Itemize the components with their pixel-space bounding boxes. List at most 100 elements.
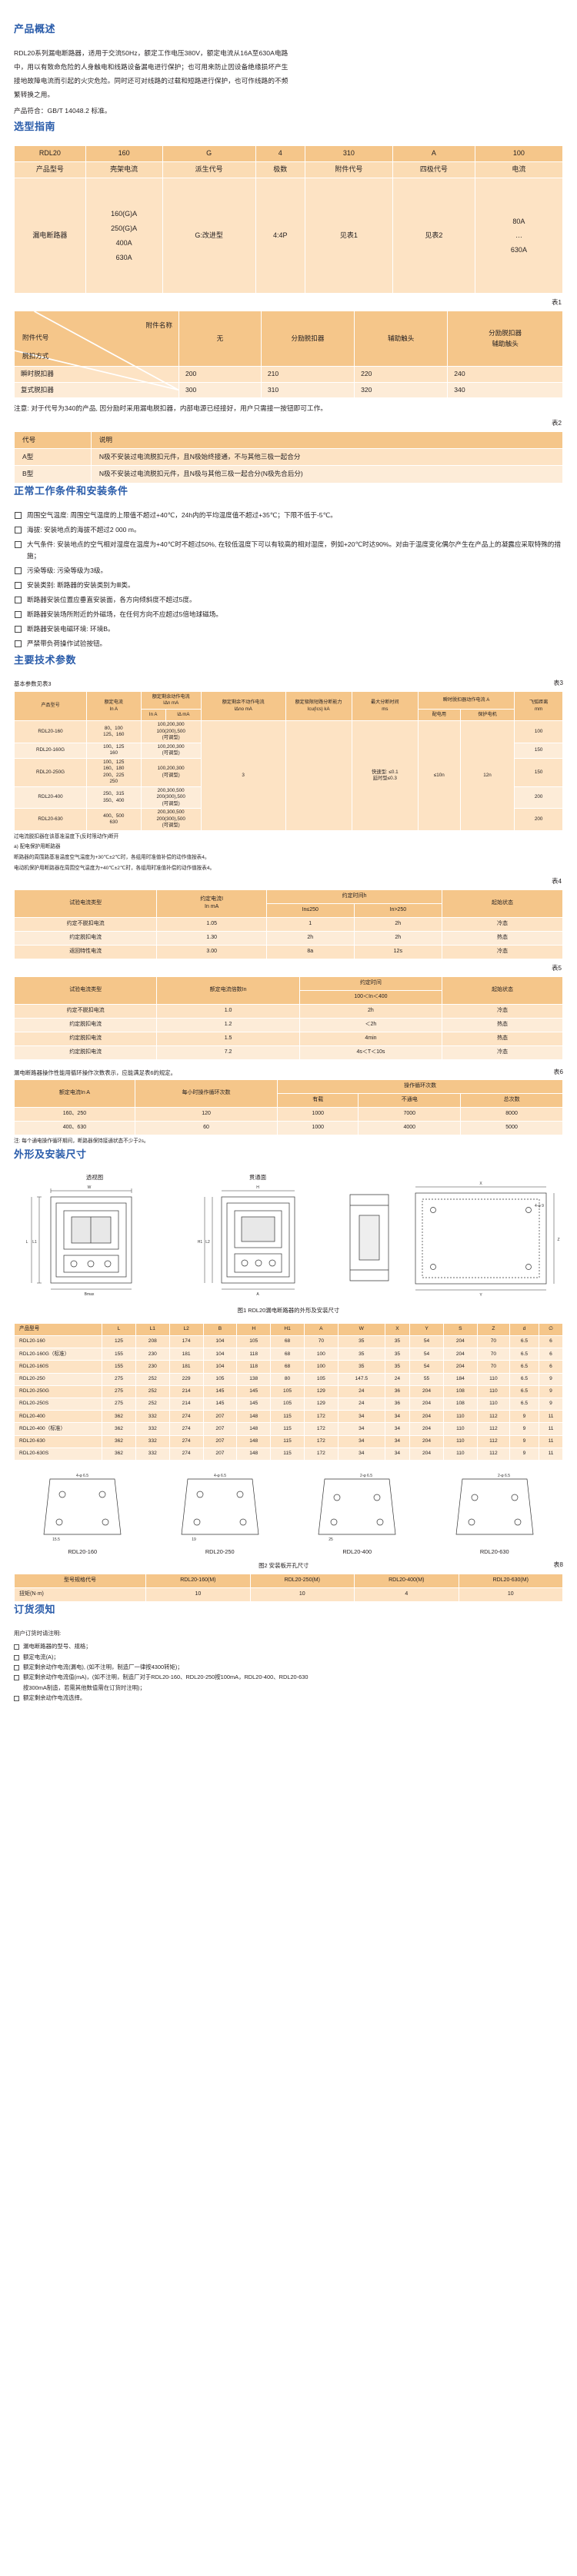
dim-cell-4-0: RDL20-250G — [13, 1384, 103, 1398]
spec-idn-3: 200,300,500 200(300),500 (可调型) — [140, 786, 202, 809]
dim-cell-3-4: 105 — [202, 1372, 238, 1386]
dim-cell-2-0: RDL20-160S — [13, 1360, 103, 1374]
t5-c-3-2: 4s＜T＜10s — [299, 1045, 443, 1060]
dim-cell-9-8: 34 — [337, 1447, 385, 1461]
dim-cell-8-6: 115 — [270, 1434, 305, 1448]
mounting-label-2: RDL20-400 — [342, 1547, 372, 1555]
dim-cell-1-7: 100 — [303, 1348, 339, 1361]
dim-cell-0-2: 208 — [135, 1335, 170, 1349]
accessory-col-1: 分励脱扣器 — [260, 311, 355, 367]
t5-row-3: 约定脱扣电流 7.2 4s＜T＜10s 冷态 — [13, 1045, 563, 1060]
spec-row-160: RDL20-160 80、100 125、160 100,200,300 100… — [13, 720, 563, 831]
dim-cell-9-12: 112 — [476, 1447, 510, 1461]
mounting-label-0: RDL20-160 — [68, 1547, 98, 1555]
dim-cell-6-0: RDL20-400 — [13, 1410, 103, 1424]
pole-code-table: 代号 说明 A型 N极不安装过电流脱扣元件，且N极始终接通，不与其他三极一起合分… — [14, 430, 564, 484]
t5-c-0-0: 约定不脱扣电流 — [13, 1003, 158, 1019]
dim-cell-4-8: 24 — [337, 1384, 385, 1398]
dim-cell-5-7: 129 — [303, 1397, 339, 1411]
order-item-0: 漏电断路器的型号、规格； — [14, 1641, 563, 1651]
dim-head-13: d — [509, 1322, 540, 1336]
dim-cell-5-11: 108 — [442, 1397, 478, 1411]
trq-head-4: RDL20-630(M) — [458, 1573, 564, 1588]
dim-cell-8-3: 274 — [168, 1434, 204, 1448]
dim-cell-0-0: RDL20-160 — [13, 1335, 103, 1349]
t4-row-2: 返回特性电流 3.00 8a 12s 冷态 — [13, 944, 563, 959]
t4-head-0: 试验电流类型 — [13, 889, 158, 918]
t6-head-sub-1: 有载 — [277, 1093, 359, 1109]
t5-head-3: 起始状态 — [442, 976, 563, 1005]
spec-note-b: 断路器的周围路基准温度空气温度为+30℃±2℃时，各组用时准值补偿的动作值按表4… — [14, 854, 210, 860]
trq-c-0-2: 10 — [249, 1587, 355, 1602]
t6-row-0: 160、250 120 1000 7000 8000 — [14, 1107, 563, 1122]
t4-head-group: 约定时间h — [265, 889, 443, 904]
t4-c-0-1: 1.05 — [156, 916, 267, 932]
overview-line-2: 中，用以有致命危险的人身触电和线路设备漏电进行保护；也可用来防止因设备绝缘损坏产… — [14, 63, 288, 71]
t5-c-2-0: 约定脱扣电流 — [13, 1031, 158, 1046]
spec-head-model: 产品型号 — [13, 690, 88, 722]
order-item-4: 按300mA制造，若需其他数值需在订货时注明)； — [23, 1684, 145, 1691]
dim-row: RDL20-630S 362 332 274 207 148 115 172 34 34 204 11… — [13, 1447, 563, 1461]
dim-cell-5-6: 105 — [270, 1397, 305, 1411]
dim-cell-9-9: 34 — [384, 1447, 411, 1461]
t5-c-1-0: 约定脱扣电流 — [13, 1017, 158, 1032]
t4-c-1-2: 2h — [265, 930, 355, 946]
t6-c-1-4: 5000 — [460, 1121, 563, 1136]
dim-cell-3-5: 138 — [236, 1372, 272, 1386]
dim-cell-7-1: 362 — [102, 1422, 136, 1436]
spec-head-motor: 保护电机 — [459, 709, 515, 722]
condition-item-7: 断路器安装电磁环境: 环境B。 — [14, 623, 563, 635]
selection-label-row: 产品型号 壳架电流 派生代号 极数 附件代号 四极代号 电流 — [14, 161, 564, 179]
dim-cell-0-14: 6 — [539, 1335, 563, 1349]
torque-table: 型号规格代号 RDL20-160(M) RDL20-250(M) RDL20-4… — [13, 1573, 564, 1602]
condition-item-1: 海拔: 安装地点的海拔不超过2 000 m。 — [14, 524, 563, 536]
mounting-callout-3: 2-φ 6.5 — [498, 1474, 510, 1478]
code-header-1: 说明 — [90, 430, 564, 450]
selection-table-caption: 表1 — [552, 298, 562, 307]
dim-cell-8-0: RDL20-630 — [13, 1434, 103, 1448]
dim-head-1: L — [102, 1322, 136, 1336]
dim-cell-5-9: 36 — [384, 1397, 411, 1411]
dim-cell-0-7: 70 — [303, 1335, 339, 1349]
spec-note-title: 过电流脱扣器在该基准温度下(反时限动作)断开 — [14, 833, 119, 839]
code-cell-a-desc: N极不安装过电流脱扣元件，且N极始终接通，不与其他三极一起合分 — [90, 448, 564, 467]
dim-cell-5-5: 145 — [236, 1397, 272, 1411]
conditions-list: 周围空气温度: 周围空气温度的上限值不超过+40℃，24h内的平均温度值不超过+… — [14, 510, 563, 650]
overview-standard: 产品符合：GB/T 14048.2 标准。 — [14, 107, 112, 115]
dim-cell-3-8: 147.5 — [337, 1372, 385, 1386]
dim-cell-8-10: 204 — [409, 1434, 444, 1448]
spec-head-idn-sub: IΔ mA — [165, 709, 202, 722]
dim-cell-7-5: 148 — [236, 1422, 272, 1436]
spec-table-caption: 表3 — [553, 680, 563, 687]
dim-head-14: ∅ — [539, 1322, 563, 1336]
through-dim-h1: H1 — [197, 1240, 202, 1245]
dim-cell-3-1: 275 — [102, 1372, 136, 1386]
dim-cell-9-6: 115 — [270, 1447, 305, 1461]
selection-code-6: 100 — [474, 145, 564, 163]
dim-cell-8-7: 172 — [303, 1434, 339, 1448]
torque-table-caption: 表8 — [553, 1561, 563, 1569]
accessory-cell-0-2: 220 — [354, 366, 449, 383]
dim-cell-2-2: 230 — [135, 1360, 170, 1374]
code-header-0: 代号 — [14, 430, 92, 450]
dim-cell-1-4: 104 — [202, 1348, 238, 1361]
spec-model-2: RDL20-250G — [13, 757, 88, 787]
mounting-label-3: RDL20-630 — [479, 1547, 509, 1555]
t5-c-0-1: 1.0 — [156, 1003, 300, 1019]
front-dim-l: L — [25, 1240, 28, 1245]
dim-cell-8-14: 11 — [539, 1434, 563, 1448]
trq-head-2: RDL20-250(M) — [249, 1573, 355, 1588]
dim-cell-6-1: 362 — [102, 1410, 136, 1424]
dim-cell-7-4: 207 — [202, 1422, 238, 1436]
dim-row: RDL20-250 275 252 229 105 138 80 105 147.5 24 55 18… — [13, 1372, 563, 1386]
dim-cell-7-3: 274 — [168, 1422, 204, 1436]
dim-cell-5-14: 9 — [539, 1397, 563, 1411]
dim-cell-8-1: 362 — [102, 1434, 136, 1448]
diagonal-divider-icon — [15, 311, 178, 391]
dim-cell-3-12: 110 — [476, 1372, 510, 1386]
mounting-callout-0: 4-φ 6.5 — [76, 1474, 88, 1478]
mounting-sub-1: 19 — [192, 1537, 196, 1542]
dim-head-5: H — [236, 1322, 272, 1336]
dim-cell-3-13: 6.5 — [509, 1372, 540, 1386]
dim-head-0: 产品型号 — [13, 1322, 103, 1336]
